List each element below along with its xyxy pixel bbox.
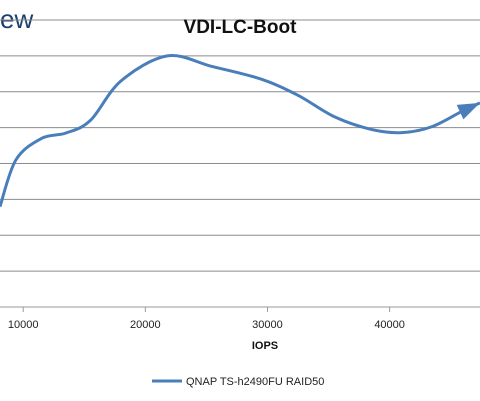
series-arrowhead	[456, 102, 480, 120]
x-tick-labels: 10000 20000 30000 40000	[8, 307, 405, 331]
series-layer	[0, 54, 480, 208]
x-tick-label: 10000	[8, 319, 39, 331]
chart-title: VDI-LC-Boot	[184, 17, 298, 38]
x-tick-label: 40000	[374, 319, 405, 331]
x-tick-label: 30000	[252, 319, 283, 331]
gridlines	[0, 19, 480, 308]
series-line	[0, 54, 480, 208]
legend-label: QNAP TS-h2490FU RAID50	[186, 376, 324, 388]
legend: QNAP TS-h2490FU RAID50	[152, 376, 324, 388]
brand-logo-fragment: ew	[0, 4, 34, 34]
x-tick-label: 20000	[130, 319, 161, 331]
x-axis-title: IOPS	[252, 340, 278, 352]
